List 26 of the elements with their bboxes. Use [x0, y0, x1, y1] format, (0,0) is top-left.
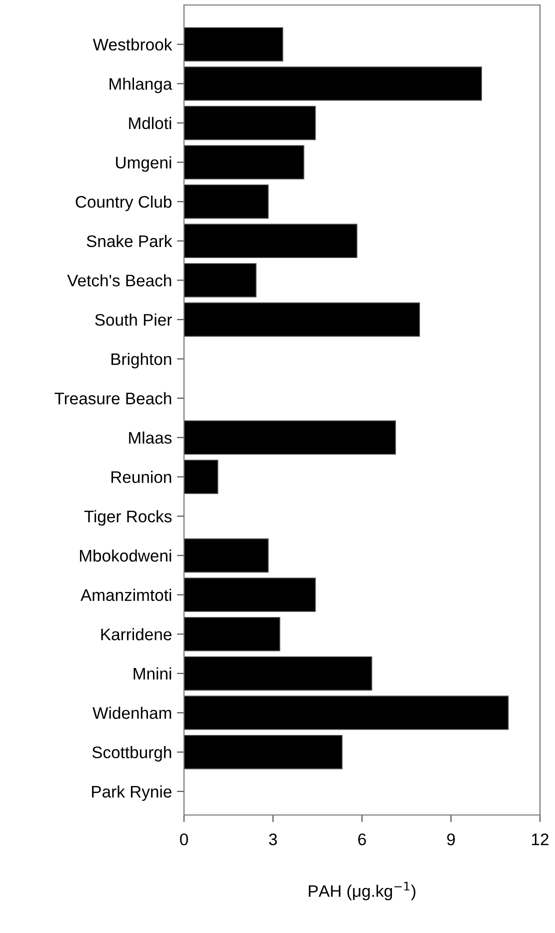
x-tick-label: 9: [447, 833, 455, 846]
y-tick-label: Mhlanga: [110, 78, 172, 94]
y-tick-label: Mdloti: [129, 116, 172, 130]
y-tick-label: Mbokodweni: [80, 549, 172, 562]
y-tick-label: Park Rynie: [92, 785, 172, 801]
y-tick-label: Tiger Rocks: [84, 510, 172, 526]
y-tick-label: Umgeni: [116, 156, 172, 172]
y-tick-label: Scottburgh: [92, 746, 172, 762]
y-tick-label: Snake Park: [86, 234, 172, 248]
y-tick-label: Amanzimtoti: [80, 588, 172, 602]
y-tick-label: South Pier: [95, 314, 172, 326]
y-tick-label: Reunion: [111, 470, 172, 484]
y-tick-label: Country Club: [76, 196, 172, 212]
y-tick-label: Karridene: [101, 628, 172, 640]
x-tick-label: 12: [532, 833, 548, 846]
y-tick-label: Mlaas: [129, 431, 172, 444]
x-tick-label: 6: [358, 833, 366, 846]
y-tick-label: Mnini: [134, 667, 172, 680]
y-tick-label: Vetch's Beach: [67, 274, 172, 286]
x-tick-label: 0: [180, 833, 188, 846]
y-tick-label: Westbrook: [92, 38, 172, 51]
x-axis-title: PAH (μg.kg$^{−1}$): [308, 882, 416, 900]
y-tick-label: Treasure Beach: [54, 392, 172, 404]
y-tick-label: Widenham: [92, 706, 172, 719]
x-tick-label: 3: [269, 833, 277, 846]
y-tick-label: Brighton: [111, 352, 172, 368]
